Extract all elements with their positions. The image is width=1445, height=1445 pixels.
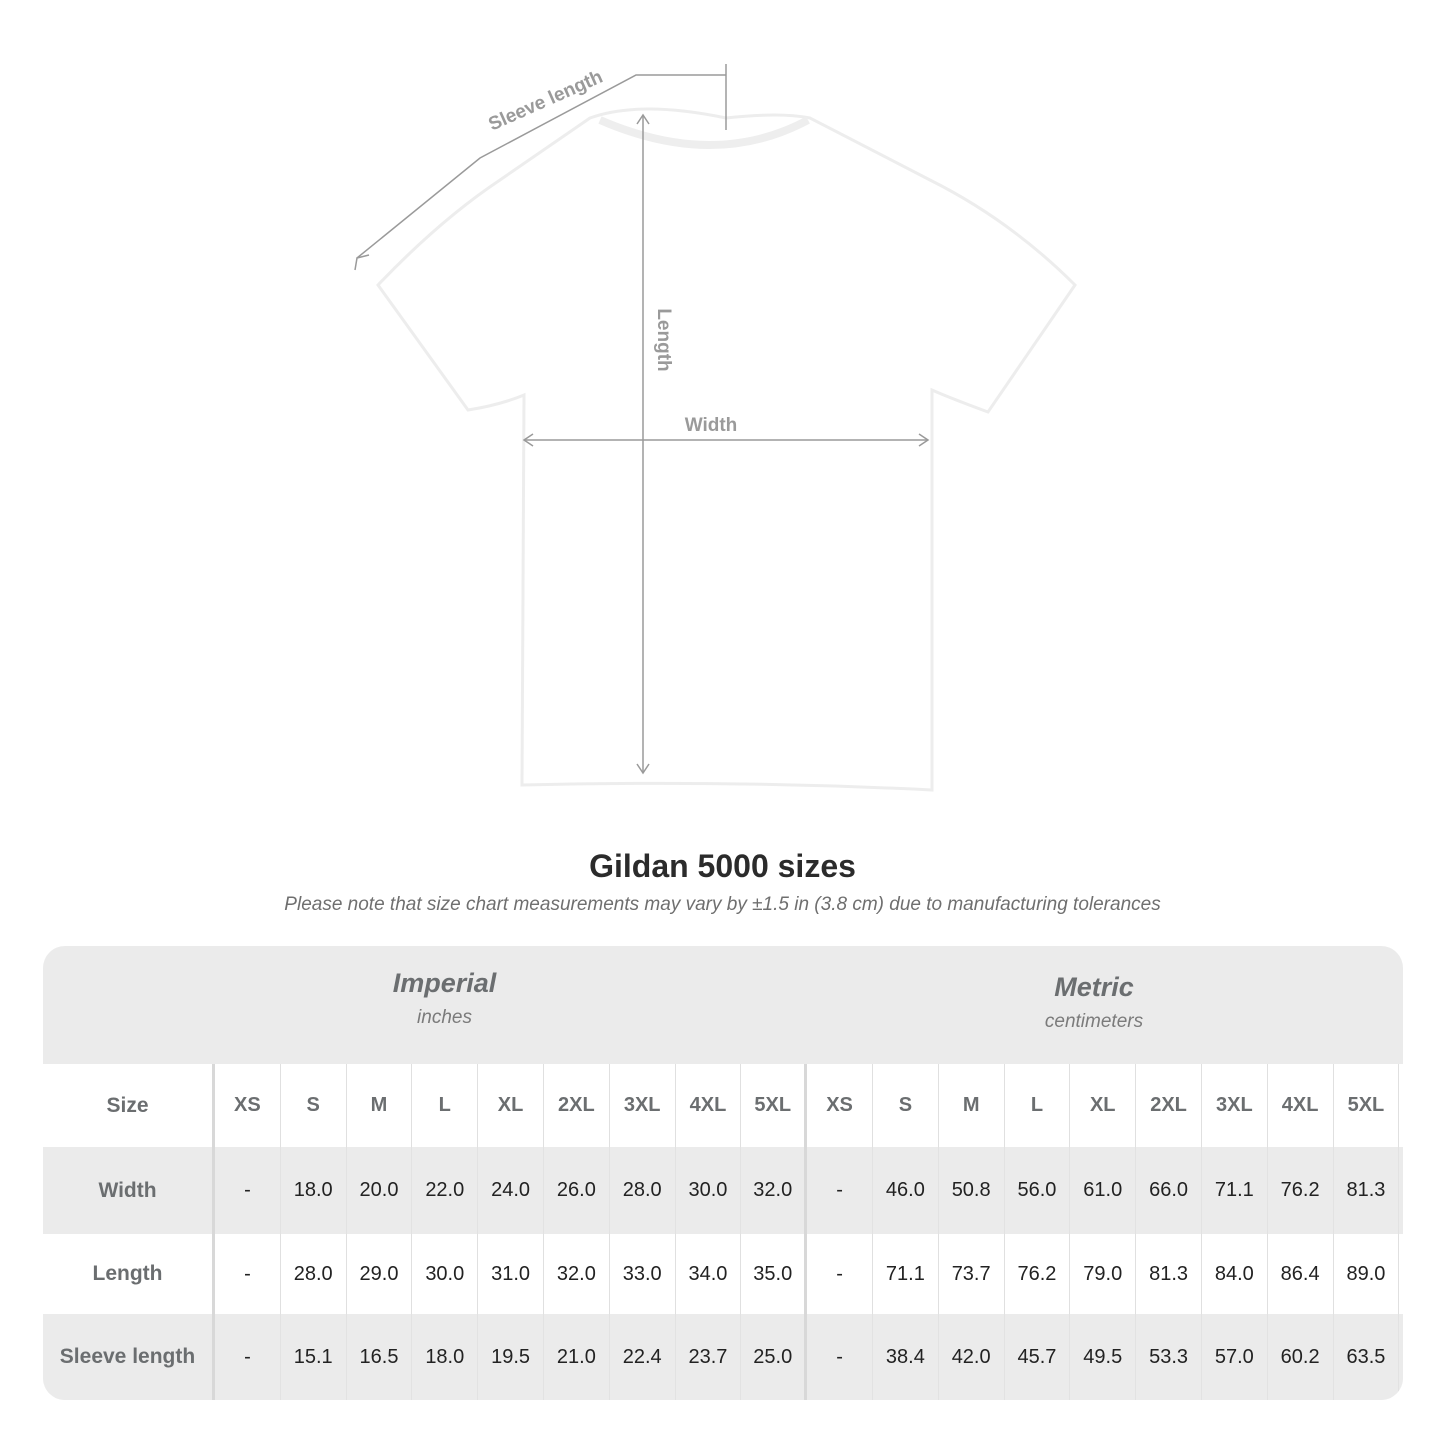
- value-cell: 45.7: [1005, 1314, 1071, 1400]
- collar: [598, 116, 810, 149]
- size-header-cell: 2XL: [1136, 1064, 1202, 1147]
- value-cell: -: [215, 1314, 281, 1400]
- size-header-cell: M: [939, 1064, 1005, 1147]
- size-header-row: Size XS S M L XL 2XL 3XL 4XL 5XL XS S M L XL 2XL 3XL 4XL 5…: [43, 1064, 1403, 1147]
- value-cell: 20.0: [347, 1147, 413, 1234]
- value-cell: 60.2: [1268, 1314, 1334, 1400]
- metric-title: Metric: [1054, 972, 1134, 1002]
- size-header-cell: L: [1005, 1064, 1071, 1147]
- table-row: Sleeve length -15.1 16.5 18.0 19.5 21.0 22.4 23…: [43, 1314, 1403, 1400]
- value-cell: -: [215, 1147, 281, 1234]
- value-cell: 29.0: [347, 1234, 413, 1314]
- value-cell: 31.0: [478, 1234, 544, 1314]
- value-cell: 84.0: [1202, 1234, 1268, 1314]
- size-header-cell: XL: [1070, 1064, 1137, 1147]
- tolerance-note: Please note that size chart measurements…: [284, 894, 1161, 915]
- size-header-cell: 5XL: [1334, 1064, 1400, 1147]
- value-cell: 34.0: [676, 1234, 742, 1314]
- value-cell: 42.0: [939, 1314, 1005, 1400]
- size-header-cell: XL: [478, 1064, 544, 1147]
- value-cell: 19.5: [478, 1314, 544, 1400]
- size-header-cell: 3XL: [1202, 1064, 1268, 1147]
- value-cell: 28.0: [610, 1147, 676, 1234]
- value-cell: 32.0: [544, 1234, 610, 1314]
- row-label: Length: [43, 1234, 215, 1314]
- value-cell: 28.0: [281, 1234, 347, 1314]
- value-cell: 30.0: [676, 1147, 742, 1234]
- value-cell: 21.0: [544, 1314, 610, 1400]
- size-header-cell: S: [873, 1064, 939, 1147]
- width-label: Width: [685, 415, 738, 436]
- table-row: Length -28.0 29.0 30.0 31.0 32.0 33.0 34.0 35.0-…: [43, 1234, 1403, 1314]
- size-header-cell: XS: [807, 1064, 873, 1147]
- row-label: Size: [43, 1064, 215, 1147]
- value-cell: 33.0: [610, 1234, 676, 1314]
- value-cell: 22.4: [610, 1314, 676, 1400]
- tshirt-shape: [376, 107, 1077, 792]
- imperial-header: Imperial inches: [215, 968, 674, 1029]
- row-label: Sleeve length: [43, 1314, 215, 1400]
- table-row: Width -18.0 20.0 22.0 24.0 26.0 28.0 30.0 32.0-4…: [43, 1147, 1403, 1234]
- size-header-cell: XS: [215, 1064, 281, 1147]
- value-cell: 86.4: [1268, 1234, 1334, 1314]
- value-cell: 23.7: [676, 1314, 742, 1400]
- metric-unit: centimeters: [1044, 1011, 1144, 1032]
- value-cell: 18.0: [281, 1147, 347, 1234]
- size-header-cell: 4XL: [1268, 1064, 1334, 1147]
- size-header-cell: L: [412, 1064, 479, 1147]
- value-cell: 57.0: [1202, 1314, 1268, 1400]
- value-cell: 46.0: [873, 1147, 939, 1234]
- value-cell: 76.2: [1268, 1147, 1334, 1234]
- value-cell: 56.0: [1005, 1147, 1071, 1234]
- value-cell: 53.3: [1136, 1314, 1202, 1400]
- page-title: Gildan 5000 sizes: [589, 848, 856, 884]
- size-header-cell: S: [281, 1064, 347, 1147]
- value-cell: 22.0: [412, 1147, 479, 1234]
- value-cell: 35.0: [741, 1234, 808, 1314]
- value-cell: 24.0: [478, 1147, 544, 1234]
- value-cell: 25.0: [741, 1314, 808, 1400]
- tshirt-diagram: Sleeve length Length Width: [354, 64, 1077, 792]
- sleeve-length-line: [356, 74, 726, 259]
- size-header-cell: M: [347, 1064, 413, 1147]
- value-cell: 73.7: [939, 1234, 1005, 1314]
- value-cell: 16.5: [347, 1314, 413, 1400]
- value-cell: 76.2: [1005, 1234, 1071, 1314]
- value-cell: -: [807, 1234, 873, 1314]
- value-cell: 63.5: [1334, 1314, 1400, 1400]
- value-cell: 71.1: [1202, 1147, 1268, 1234]
- value-cell: 71.1: [873, 1234, 939, 1314]
- value-cell: 50.8: [939, 1147, 1005, 1234]
- imperial-title: Imperial: [392, 968, 497, 998]
- value-cell: 38.4: [873, 1314, 939, 1400]
- value-cell: 81.3: [1334, 1147, 1400, 1234]
- size-header-cell: 3XL: [610, 1064, 676, 1147]
- value-cell: 15.1: [281, 1314, 347, 1400]
- value-cell: 18.0: [412, 1314, 479, 1400]
- value-cell: 49.5: [1070, 1314, 1137, 1400]
- size-header-cell: 4XL: [676, 1064, 742, 1147]
- value-cell: 30.0: [412, 1234, 479, 1314]
- size-table: Imperial inches Metric centimeters Size X…: [43, 946, 1403, 1400]
- value-cell: 79.0: [1070, 1234, 1137, 1314]
- metric-header: Metric centimeters: [809, 972, 1379, 1033]
- value-cell: 26.0: [544, 1147, 610, 1234]
- size-header-cell: 5XL: [741, 1064, 808, 1147]
- value-cell: -: [807, 1147, 873, 1234]
- value-cell: -: [215, 1234, 281, 1314]
- value-cell: 89.0: [1334, 1234, 1400, 1314]
- length-label: Length: [653, 308, 674, 371]
- size-header-cell: 2XL: [544, 1064, 610, 1147]
- row-label: Width: [43, 1147, 215, 1234]
- value-cell: 32.0: [741, 1147, 808, 1234]
- value-cell: 66.0: [1136, 1147, 1202, 1234]
- imperial-unit: inches: [417, 1007, 472, 1028]
- value-cell: 81.3: [1136, 1234, 1202, 1314]
- value-cell: 61.0: [1070, 1147, 1137, 1234]
- value-cell: -: [807, 1314, 873, 1400]
